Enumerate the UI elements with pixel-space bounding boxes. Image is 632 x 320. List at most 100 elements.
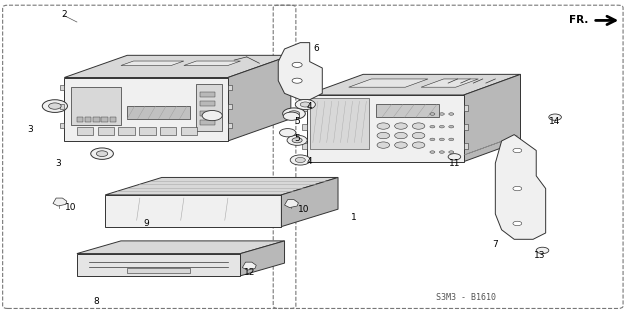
Circle shape — [412, 123, 425, 129]
Polygon shape — [77, 241, 284, 253]
Polygon shape — [139, 127, 155, 135]
Circle shape — [283, 112, 300, 120]
Text: 14: 14 — [549, 117, 561, 126]
Polygon shape — [64, 55, 291, 77]
Polygon shape — [85, 117, 92, 122]
Text: 4: 4 — [307, 157, 312, 166]
Polygon shape — [376, 105, 439, 117]
Polygon shape — [94, 117, 100, 122]
Polygon shape — [200, 111, 216, 116]
Circle shape — [430, 125, 435, 128]
Bar — [302, 143, 307, 149]
Text: 10: 10 — [298, 205, 309, 214]
Circle shape — [439, 151, 444, 153]
Circle shape — [300, 102, 310, 107]
Text: 4: 4 — [307, 101, 312, 111]
Polygon shape — [105, 178, 338, 195]
Polygon shape — [184, 61, 241, 66]
Circle shape — [290, 155, 310, 165]
Polygon shape — [241, 241, 284, 276]
Polygon shape — [243, 262, 256, 270]
Polygon shape — [495, 135, 545, 239]
Circle shape — [448, 154, 461, 160]
Text: 11: 11 — [449, 159, 460, 168]
Polygon shape — [101, 117, 107, 122]
Text: 12: 12 — [244, 268, 255, 277]
Bar — [60, 123, 64, 128]
Polygon shape — [228, 55, 291, 141]
Text: 9: 9 — [143, 219, 149, 228]
Circle shape — [513, 186, 522, 191]
Polygon shape — [197, 84, 222, 132]
Polygon shape — [98, 127, 114, 135]
Polygon shape — [71, 87, 121, 125]
Circle shape — [449, 113, 454, 115]
Bar — [302, 105, 307, 111]
Text: 3: 3 — [55, 159, 61, 168]
Polygon shape — [200, 101, 216, 106]
Text: FR.: FR. — [569, 15, 588, 25]
Polygon shape — [53, 198, 67, 206]
Text: S3M3 - B1610: S3M3 - B1610 — [435, 293, 495, 302]
Circle shape — [430, 113, 435, 115]
Circle shape — [394, 132, 407, 139]
Polygon shape — [349, 79, 428, 87]
Text: 10: 10 — [65, 203, 76, 212]
Circle shape — [295, 100, 315, 109]
Circle shape — [283, 108, 305, 119]
Bar — [464, 143, 468, 149]
Circle shape — [91, 148, 113, 159]
Text: 7: 7 — [492, 240, 498, 249]
Polygon shape — [284, 200, 298, 208]
Circle shape — [288, 111, 300, 116]
Polygon shape — [127, 106, 190, 119]
Polygon shape — [464, 74, 521, 162]
Bar — [60, 104, 64, 109]
Circle shape — [430, 138, 435, 141]
Circle shape — [449, 125, 454, 128]
Polygon shape — [307, 95, 464, 162]
Text: 3: 3 — [27, 125, 33, 134]
Circle shape — [513, 221, 522, 226]
Text: 2: 2 — [61, 10, 67, 19]
Circle shape — [377, 142, 389, 148]
Text: 6: 6 — [313, 44, 319, 53]
Circle shape — [292, 138, 302, 143]
Circle shape — [536, 247, 549, 253]
Circle shape — [279, 129, 296, 137]
Text: 8: 8 — [93, 297, 99, 306]
Polygon shape — [109, 117, 116, 122]
Polygon shape — [278, 43, 322, 100]
Polygon shape — [310, 98, 370, 149]
Circle shape — [202, 110, 222, 121]
Text: 5: 5 — [295, 117, 300, 126]
Circle shape — [412, 142, 425, 148]
Circle shape — [439, 125, 444, 128]
Circle shape — [292, 62, 302, 68]
Circle shape — [49, 103, 61, 109]
Polygon shape — [64, 77, 228, 141]
Polygon shape — [200, 120, 216, 125]
Circle shape — [439, 113, 444, 115]
Polygon shape — [160, 127, 176, 135]
Polygon shape — [118, 127, 135, 135]
Circle shape — [287, 135, 307, 145]
Polygon shape — [181, 127, 197, 135]
Text: 5: 5 — [295, 134, 300, 143]
Bar — [228, 104, 233, 109]
Polygon shape — [77, 253, 241, 276]
Polygon shape — [77, 127, 94, 135]
Circle shape — [449, 138, 454, 141]
Polygon shape — [127, 268, 190, 273]
Circle shape — [295, 157, 305, 163]
Circle shape — [292, 78, 302, 83]
Polygon shape — [200, 92, 216, 97]
Circle shape — [97, 151, 107, 156]
Polygon shape — [121, 61, 184, 66]
Polygon shape — [307, 74, 521, 95]
Bar — [228, 84, 233, 90]
Circle shape — [42, 100, 68, 112]
Circle shape — [449, 151, 454, 153]
Circle shape — [412, 132, 425, 139]
Bar — [464, 105, 468, 111]
